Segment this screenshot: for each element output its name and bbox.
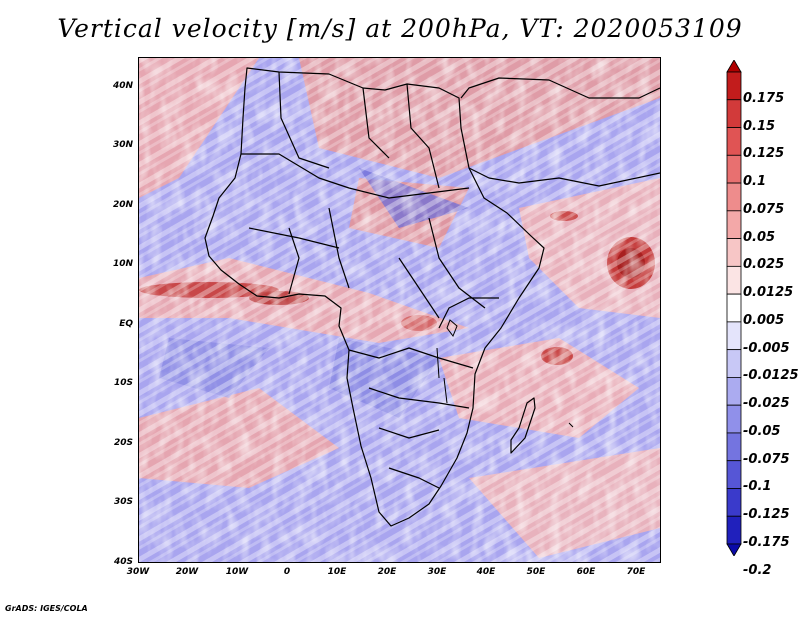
colorbar-label: -0.175 bbox=[743, 535, 790, 550]
y-tick-label: 10S bbox=[113, 378, 133, 388]
y-tick-label: EQ bbox=[119, 319, 133, 329]
colorbar-label: 0.15 bbox=[743, 118, 776, 134]
y-tick-label: 30N bbox=[112, 140, 133, 150]
velocity-field-map bbox=[139, 58, 660, 562]
colorbar-label: 0.1 bbox=[743, 174, 767, 190]
colorbar-segment bbox=[726, 265, 742, 295]
colorbar-label: -0.025 bbox=[743, 396, 790, 412]
colorbar-segment bbox=[726, 182, 742, 212]
colorbar-label: 0.005 bbox=[743, 312, 785, 328]
x-tick-label: 20E bbox=[377, 567, 397, 577]
colorbar-segment bbox=[726, 127, 742, 156]
y-tick-label: 10N bbox=[112, 259, 133, 269]
colorbar-label: 0.05 bbox=[743, 229, 776, 245]
colorbar-segment bbox=[726, 293, 742, 323]
colorbar-segment bbox=[726, 99, 742, 128]
x-tick-label: 70E bbox=[626, 567, 646, 577]
colorbar-label: -0.05 bbox=[743, 423, 781, 439]
x-tick-label: 50E bbox=[526, 567, 546, 577]
colorbar-segment bbox=[726, 432, 742, 462]
colorbar-segment bbox=[726, 488, 742, 517]
colorbar-label: 0.125 bbox=[743, 146, 785, 162]
y-tick-label: 30S bbox=[113, 497, 133, 507]
x-tick-label: 0 bbox=[283, 567, 291, 577]
colorbar-label: -0.075 bbox=[743, 451, 790, 467]
colorbar-segment bbox=[726, 71, 742, 101]
colorbar-segment bbox=[726, 154, 742, 184]
colorbar-label: -0.005 bbox=[743, 340, 790, 356]
y-tick-label: 20N bbox=[112, 200, 133, 210]
colorbar-label: -0.2 bbox=[743, 562, 772, 578]
y-tick-label: 40S bbox=[113, 557, 133, 567]
colorbar-segment bbox=[726, 543, 742, 556]
map-panel bbox=[138, 57, 661, 563]
colorbar-segment bbox=[726, 404, 742, 434]
colorbar-segment bbox=[726, 60, 742, 73]
colorbar-segment bbox=[726, 377, 742, 406]
colorbar-label: -0.1 bbox=[743, 479, 772, 495]
colorbar-segment bbox=[726, 460, 742, 489]
x-tick-label: 10E bbox=[327, 567, 347, 577]
x-tick-label: 40E bbox=[476, 567, 496, 577]
x-tick-label: 30E bbox=[427, 567, 447, 577]
y-tick-label: 40N bbox=[112, 81, 133, 91]
colorbar-label: 0.175 bbox=[743, 90, 785, 106]
x-tick-label: 10W bbox=[225, 567, 249, 577]
colorbar-segment bbox=[726, 349, 742, 378]
colorbar-label: -0.0125 bbox=[743, 368, 799, 384]
colorbar-label: -0.125 bbox=[743, 507, 790, 523]
colorbar-label: 0.075 bbox=[743, 201, 785, 217]
y-tick-label: 20S bbox=[113, 438, 133, 448]
colorbar bbox=[726, 60, 742, 556]
colorbar-label: 0.0125 bbox=[743, 285, 794, 301]
chart-title: Vertical velocity [m/s] at 200hPa, VT: 2… bbox=[57, 14, 743, 43]
colorbar-segment bbox=[726, 321, 742, 351]
x-tick-label: 20W bbox=[175, 567, 199, 577]
colorbar-segment bbox=[726, 515, 742, 545]
colorbar-segment bbox=[726, 238, 742, 267]
x-tick-label: 60E bbox=[576, 567, 596, 577]
x-tick-label: 30W bbox=[126, 567, 150, 577]
credit-label: GrADS: IGES/COLA bbox=[5, 604, 88, 613]
colorbar-label: 0.025 bbox=[743, 257, 785, 273]
colorbar-segment bbox=[726, 210, 742, 239]
